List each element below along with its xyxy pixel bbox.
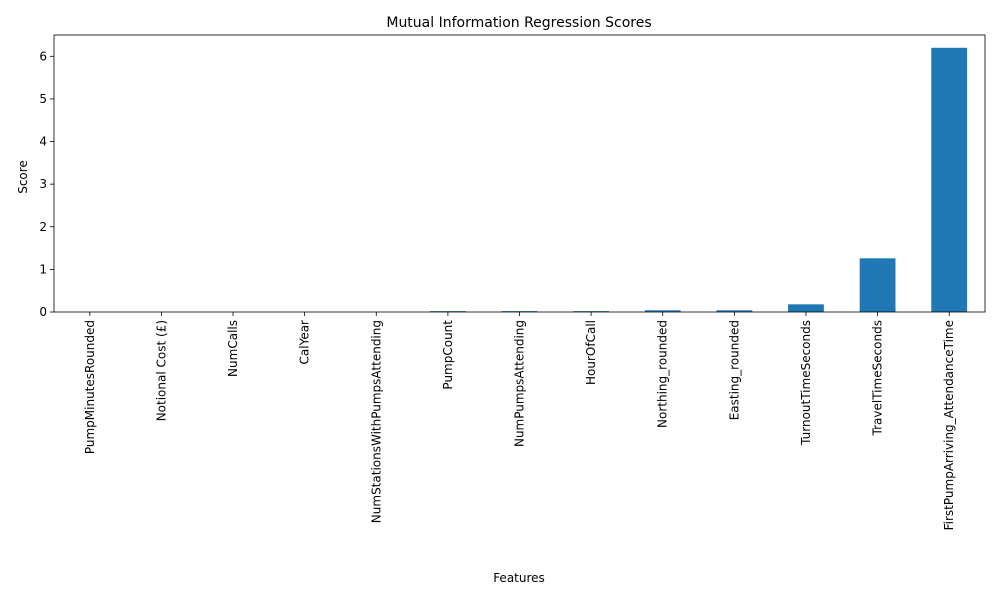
x-tick-label: PumpCount xyxy=(441,320,455,390)
y-axis-label: Score xyxy=(16,160,30,194)
bars-layer xyxy=(429,47,968,313)
y-tick-label: 4 xyxy=(39,135,47,149)
x-tick-label: TurnoutTimeSeconds xyxy=(799,320,813,446)
x-axis: PumpMinutesRounded Notional Cost (£) NumCa… xyxy=(83,312,956,530)
x-tick-label: FirstPumpArriving_AttendanceTime xyxy=(942,320,956,530)
x-tick-label: NumStationsWithPumpsAttending xyxy=(369,320,383,523)
y-tick-label: 0 xyxy=(39,305,47,319)
x-axis-label: Features xyxy=(493,571,545,585)
y-tick-label: 6 xyxy=(39,49,47,63)
bar xyxy=(501,311,538,312)
x-tick-label: CalYear xyxy=(298,320,312,365)
x-tick-label: TravelTimeSeconds xyxy=(871,320,885,436)
x-tick-label: HourOfCall xyxy=(584,320,598,385)
y-axis: 0 1 2 3 4 5 6 xyxy=(39,49,54,319)
x-tick-label: Easting_rounded xyxy=(727,320,741,420)
bar xyxy=(716,310,753,312)
chart-title: Mutual Information Regression Scores xyxy=(386,15,651,31)
x-tick-label: Notional Cost (£) xyxy=(154,320,168,421)
x-tick-label: NumPumpsAttending xyxy=(513,320,527,447)
x-tick-label: Northing_rounded xyxy=(656,320,670,428)
bar xyxy=(429,311,466,312)
bar xyxy=(644,310,681,312)
y-tick-label: 5 xyxy=(39,92,47,106)
bar xyxy=(931,47,968,313)
bar xyxy=(859,258,896,312)
x-tick-label: NumCalls xyxy=(226,320,240,377)
bar xyxy=(573,311,610,312)
x-tick-label: PumpMinutesRounded xyxy=(83,320,97,454)
bar xyxy=(788,304,824,312)
y-tick-label: 1 xyxy=(39,262,47,276)
plot-frame xyxy=(53,34,986,313)
y-tick-label: 2 xyxy=(39,220,47,234)
y-tick-label: 3 xyxy=(39,177,47,191)
